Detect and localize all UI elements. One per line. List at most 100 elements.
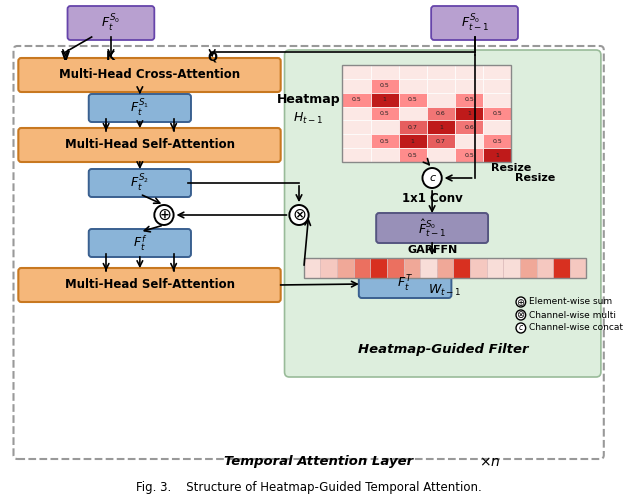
FancyBboxPatch shape [89, 229, 191, 257]
Bar [337, 258, 354, 278]
Bar [503, 258, 520, 278]
Text: c: c [429, 173, 435, 183]
Text: 0.5: 0.5 [380, 83, 390, 88]
Bar [483, 79, 511, 93]
Text: $W_{t-1}$: $W_{t-1}$ [429, 282, 462, 297]
Text: 0.5: 0.5 [464, 153, 474, 158]
Bar [520, 258, 536, 278]
Bar [354, 258, 371, 278]
Bar [399, 148, 427, 162]
Text: 1: 1 [439, 125, 443, 130]
Bar [455, 148, 483, 162]
Bar [427, 148, 455, 162]
Text: 0.7: 0.7 [436, 139, 446, 144]
Circle shape [422, 168, 442, 188]
Bar [321, 258, 337, 278]
Text: 1: 1 [411, 139, 415, 144]
Text: 0.5: 0.5 [408, 97, 418, 102]
Bar [455, 65, 483, 79]
Bar [536, 258, 553, 278]
Text: $\oplus$: $\oplus$ [157, 206, 172, 224]
Text: 0.5: 0.5 [464, 97, 474, 102]
Text: Multi-Head Self-Attention: Multi-Head Self-Attention [65, 139, 234, 152]
Bar [455, 93, 483, 106]
FancyBboxPatch shape [89, 94, 191, 122]
Text: $F_t^{S_1}$: $F_t^{S_1}$ [131, 97, 149, 118]
Bar [304, 258, 586, 278]
Text: V: V [61, 50, 70, 64]
Bar [427, 106, 455, 120]
Bar [470, 258, 486, 278]
Text: Fig. 3.    Structure of Heatmap-Guided Temporal Attention.: Fig. 3. Structure of Heatmap-Guided Temp… [136, 481, 481, 494]
Bar [399, 79, 427, 93]
Text: GAP: GAP [408, 245, 433, 255]
Text: Heatmap: Heatmap [277, 94, 340, 106]
Text: 0.5: 0.5 [492, 111, 502, 116]
Bar [342, 120, 371, 134]
Text: c: c [519, 324, 523, 333]
Text: $\otimes$: $\otimes$ [292, 206, 306, 224]
Text: $F_t^{S_2}$: $F_t^{S_2}$ [131, 172, 149, 194]
Bar [553, 258, 570, 278]
Circle shape [516, 297, 525, 307]
Bar [399, 134, 427, 148]
Text: 0.5: 0.5 [492, 139, 502, 144]
Text: Resize: Resize [515, 173, 556, 183]
Text: Channel-wise multi: Channel-wise multi [529, 310, 616, 320]
Text: $\hat{F}_{t-1}^{S_0}$: $\hat{F}_{t-1}^{S_0}$ [418, 217, 446, 239]
Bar [427, 93, 455, 106]
FancyBboxPatch shape [285, 50, 601, 377]
Text: 0.5: 0.5 [380, 139, 390, 144]
Bar [420, 258, 437, 278]
Circle shape [516, 310, 525, 320]
Bar [483, 120, 511, 134]
Text: 0.5: 0.5 [408, 153, 418, 158]
Bar [483, 106, 511, 120]
Text: Channel-wise concat: Channel-wise concat [529, 324, 623, 333]
Bar [483, 134, 511, 148]
Bar [399, 93, 427, 106]
Bar [342, 148, 371, 162]
Bar [342, 134, 371, 148]
Bar [371, 65, 399, 79]
FancyBboxPatch shape [67, 6, 154, 40]
Text: $\otimes$: $\otimes$ [516, 309, 525, 321]
Bar [371, 120, 399, 134]
Text: 1x1 Conv: 1x1 Conv [402, 192, 463, 205]
Bar [371, 148, 399, 162]
Text: Element-wise sum: Element-wise sum [529, 297, 612, 306]
Text: 0.5: 0.5 [351, 97, 362, 102]
Bar [342, 65, 511, 162]
Bar [483, 148, 511, 162]
Bar [454, 258, 470, 278]
Bar [427, 79, 455, 93]
Text: 1: 1 [467, 111, 471, 116]
Bar [371, 134, 399, 148]
FancyBboxPatch shape [359, 270, 451, 298]
Bar [486, 258, 503, 278]
FancyBboxPatch shape [19, 128, 281, 162]
Bar [399, 65, 427, 79]
Text: K: K [106, 50, 115, 64]
Bar [427, 65, 455, 79]
Circle shape [154, 205, 173, 225]
Bar [427, 134, 455, 148]
Bar [304, 258, 321, 278]
Text: 0.6: 0.6 [436, 111, 445, 116]
Bar [371, 258, 387, 278]
FancyBboxPatch shape [89, 169, 191, 197]
Bar [342, 79, 371, 93]
Text: $F_t^{T}$: $F_t^{T}$ [397, 274, 413, 294]
Bar [455, 79, 483, 93]
FancyBboxPatch shape [19, 268, 281, 302]
Text: Multi-Head Self-Attention: Multi-Head Self-Attention [65, 279, 234, 291]
Text: $F_t^{f}$: $F_t^{f}$ [132, 233, 147, 253]
FancyBboxPatch shape [19, 58, 281, 92]
Circle shape [289, 205, 308, 225]
Text: 1: 1 [383, 97, 387, 102]
Bar [437, 258, 454, 278]
Text: $F_t^{S_0}$: $F_t^{S_0}$ [101, 13, 120, 34]
Bar [483, 65, 511, 79]
Text: $F_{t-1}^{S_0}$: $F_{t-1}^{S_0}$ [461, 13, 488, 34]
Bar [483, 93, 511, 106]
